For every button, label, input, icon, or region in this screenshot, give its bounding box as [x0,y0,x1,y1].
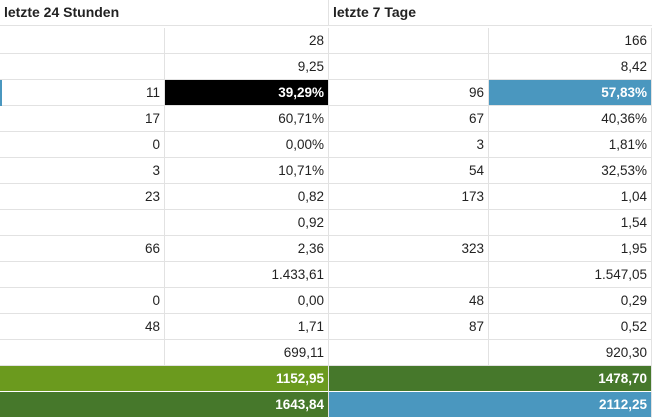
cell[interactable]: 11 [0,80,165,106]
cell[interactable]: 23 [0,184,165,210]
cell[interactable]: 1,71 [165,314,329,340]
table-row: 0 0,00 48 0,29 [0,288,652,314]
total-24h-cell[interactable]: 1152,95 [0,366,329,392]
cell[interactable]: 8,42 [489,54,652,80]
header-7d[interactable]: letzte 7 Tage [329,0,652,26]
cell[interactable]: 3 [0,158,165,184]
cell[interactable]: 48 [329,288,489,314]
cell[interactable]: 1.433,61 [165,262,329,288]
cell[interactable]: 0 [0,132,165,158]
cell[interactable]: 10,71% [165,158,329,184]
cell[interactable]: 1,04 [489,184,652,210]
table-row: 28 166 [0,28,652,54]
cell[interactable]: 0,29 [489,288,652,314]
cell[interactable]: 48 [0,314,165,340]
cell[interactable]: 17 [0,106,165,132]
cell[interactable]: 2,36 [165,236,329,262]
table-row: 48 1,71 87 0,52 [0,314,652,340]
cell[interactable]: 0,00 [165,288,329,314]
selection-edge-marker [0,80,2,106]
cell[interactable] [0,340,165,366]
cell[interactable]: 67 [329,106,489,132]
total-7d-cell[interactable]: 1478,70 [329,366,652,392]
cell[interactable]: 0,00% [165,132,329,158]
cell[interactable]: 28 [165,28,329,54]
table-row: 1.433,61 1.547,05 [0,262,652,288]
cell[interactable] [0,54,165,80]
cell[interactable]: 166 [489,28,652,54]
cell[interactable] [0,210,165,236]
header-24h[interactable]: letzte 24 Stunden [0,0,329,26]
cell[interactable]: 66 [0,236,165,262]
cell[interactable]: 1,95 [489,236,652,262]
cell[interactable]: 87 [329,314,489,340]
total-row-2: 1643,84 2112,25 [0,392,652,418]
cell[interactable]: 0 [0,288,165,314]
grand-total-7d-cell[interactable]: 2112,25 [329,392,652,418]
table-row: 699,11 920,30 [0,340,652,366]
cell[interactable]: 0,52 [489,314,652,340]
cell[interactable]: 0,82 [165,184,329,210]
cell[interactable]: 920,30 [489,340,652,366]
table-row: 9,25 8,42 [0,54,652,80]
cell[interactable]: 32,53% [489,158,652,184]
cell[interactable]: 0,92 [165,210,329,236]
cell[interactable]: 1.547,05 [489,262,652,288]
cell[interactable] [329,54,489,80]
table-row: 17 60,71% 67 40,36% [0,106,652,132]
cell[interactable] [329,28,489,54]
cell[interactable]: 40,36% [489,106,652,132]
highlighted-cell-black[interactable]: 39,29% [165,80,329,106]
highlighted-cell-blue[interactable]: 57,83% [489,80,652,106]
cell[interactable]: 54 [329,158,489,184]
cell[interactable] [329,262,489,288]
cell[interactable]: 173 [329,184,489,210]
table-row: 0,92 1,54 [0,210,652,236]
cell[interactable]: 699,11 [165,340,329,366]
cell[interactable]: 96 [329,80,489,106]
cell[interactable]: 1,81% [489,132,652,158]
cell[interactable]: 9,25 [165,54,329,80]
cell[interactable]: 1,54 [489,210,652,236]
cell[interactable] [329,210,489,236]
table-row: 66 2,36 323 1,95 [0,236,652,262]
cell[interactable]: 323 [329,236,489,262]
cell[interactable] [0,262,165,288]
total-row-1: 1152,95 1478,70 [0,366,652,392]
header-row: letzte 24 Stunden letzte 7 Tage [0,0,652,26]
cell[interactable]: 60,71% [165,106,329,132]
grand-total-24h-cell[interactable]: 1643,84 [0,392,329,418]
cell[interactable]: 3 [329,132,489,158]
table-row: 11 39,29% 96 57,83% [0,80,652,106]
cell[interactable] [0,28,165,54]
table-row: 0 0,00% 3 1,81% [0,132,652,158]
cell[interactable] [329,340,489,366]
table-row: 3 10,71% 54 32,53% [0,158,652,184]
table-row: 23 0,82 173 1,04 [0,184,652,210]
